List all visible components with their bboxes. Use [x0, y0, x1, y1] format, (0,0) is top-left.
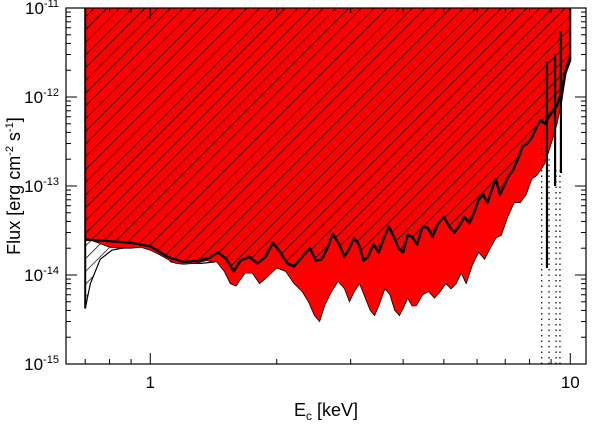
x-tick-label: 1 [146, 373, 155, 392]
y-tick-label: 10-12 [24, 87, 59, 107]
series-3-black-outline-hatched-region-outline [85, 56, 572, 273]
y-tick-label: 10-11 [25, 0, 59, 18]
series-3-black-outline-hatched-region [85, 8, 571, 272]
y-axis-title: Flux [erg cm-2 s-1] [4, 117, 24, 255]
y-tick-label: 10-15 [24, 354, 59, 374]
x-axis-title: Ec [keV] [294, 400, 358, 423]
tick-labels: 10-15 10-14 10-13 10-12 10-11 1 10 [24, 0, 580, 392]
y-tick-label: 10-14 [24, 265, 59, 285]
x-tick-label: 10 [561, 373, 580, 392]
plot-area [84, 8, 572, 364]
axes [65, 7, 587, 365]
y-tick-label: 10-13 [24, 176, 59, 196]
